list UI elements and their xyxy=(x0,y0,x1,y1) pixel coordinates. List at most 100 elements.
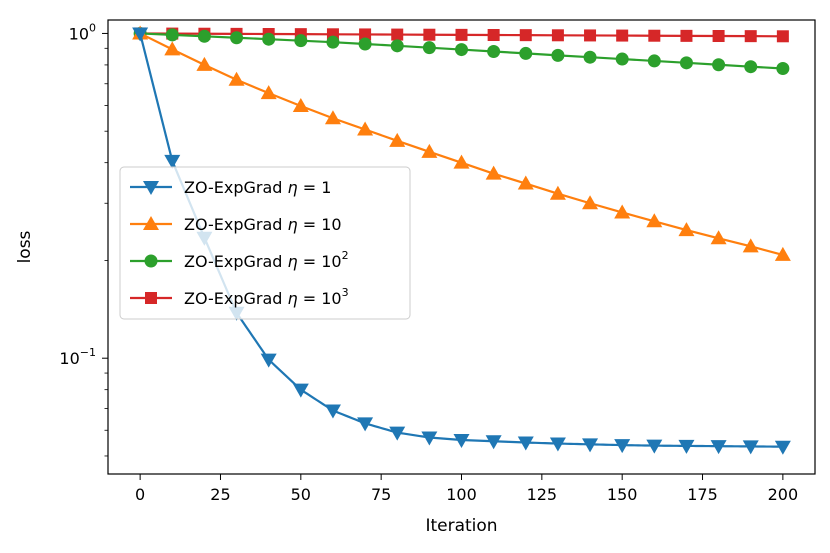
data-point xyxy=(744,30,757,43)
x-tick-label: 175 xyxy=(687,485,718,504)
data-point xyxy=(485,165,502,180)
data-point xyxy=(584,29,597,42)
data-point xyxy=(390,39,404,53)
legend-box xyxy=(119,166,411,320)
x-tick-label: 150 xyxy=(607,485,638,504)
data-point xyxy=(294,34,308,48)
x-axis-label: Iteration xyxy=(425,516,497,536)
data-point xyxy=(582,195,599,210)
data-point xyxy=(776,61,790,75)
series-2 xyxy=(133,26,790,75)
y-axis-label: loss xyxy=(15,230,35,263)
data-point xyxy=(614,204,631,219)
data-point xyxy=(742,440,759,455)
data-point xyxy=(582,438,599,453)
x-tick-label: 125 xyxy=(527,485,558,504)
series-1 xyxy=(132,25,791,261)
data-point xyxy=(678,222,695,237)
data-point xyxy=(646,213,663,228)
legend-label: ZO-ExpGrad η = 1 xyxy=(184,178,331,197)
data-point xyxy=(421,143,438,158)
legend-label: ZO-ExpGrad η = 102 xyxy=(184,249,349,271)
data-point xyxy=(357,417,374,432)
data-point xyxy=(422,41,436,55)
data-point xyxy=(197,29,211,43)
data-point xyxy=(260,85,277,100)
data-point xyxy=(647,54,661,68)
data-point xyxy=(326,28,339,41)
data-point xyxy=(517,436,534,451)
series-layer xyxy=(132,25,791,455)
data-point xyxy=(710,440,727,455)
data-point xyxy=(292,383,309,398)
x-tick-label: 75 xyxy=(371,485,391,504)
data-point xyxy=(357,121,374,136)
data-point xyxy=(549,437,566,452)
data-point xyxy=(616,29,629,42)
data-point xyxy=(774,440,791,455)
data-point xyxy=(230,31,244,45)
y-axis: 100 10−1 xyxy=(59,21,108,457)
data-point xyxy=(326,35,340,49)
legend-entry: ZO-ExpGrad η = 1 xyxy=(130,178,331,197)
data-point xyxy=(455,43,468,57)
data-point xyxy=(646,439,663,454)
data-point xyxy=(742,238,759,253)
legend-entry: ZO-ExpGrad η = 102 xyxy=(130,249,349,271)
y-tick-label: 10−1 xyxy=(59,346,96,368)
data-point xyxy=(358,37,372,51)
data-point xyxy=(485,435,502,450)
data-point xyxy=(165,28,179,42)
legend-entry: ZO-ExpGrad η = 10 xyxy=(130,215,342,234)
legend-label: ZO-ExpGrad η = 10 xyxy=(184,215,342,234)
data-point xyxy=(744,60,758,74)
data-point xyxy=(196,56,213,71)
data-point xyxy=(517,175,534,190)
data-point xyxy=(164,41,181,56)
x-tick-label: 25 xyxy=(210,485,230,504)
data-point xyxy=(292,97,309,112)
data-point xyxy=(551,48,565,62)
data-point xyxy=(774,246,791,261)
legend-marker xyxy=(143,181,159,195)
data-point xyxy=(519,46,533,60)
data-point xyxy=(583,50,597,64)
data-point xyxy=(389,426,406,441)
x-axis: 0 25 50 75 100 125 150 175 200 xyxy=(135,474,798,504)
x-tick-label: 50 xyxy=(291,485,311,504)
data-point xyxy=(615,52,629,66)
x-tick-label: 0 xyxy=(135,485,145,504)
x-tick-label: 200 xyxy=(768,485,799,504)
data-point xyxy=(391,28,404,41)
data-point xyxy=(324,110,341,125)
legend-entry: ZO-ExpGrad η = 103 xyxy=(130,286,349,308)
series-0 xyxy=(132,27,791,455)
data-point xyxy=(549,185,566,200)
data-point xyxy=(260,353,277,368)
y-tick-label: 100 xyxy=(69,21,96,43)
data-point xyxy=(453,433,470,448)
data-point xyxy=(359,28,372,41)
data-point xyxy=(389,132,406,147)
data-point xyxy=(710,230,727,245)
data-point xyxy=(324,404,341,419)
legend-label: ZO-ExpGrad η = 103 xyxy=(184,286,349,308)
data-point xyxy=(423,28,436,41)
legend-marker xyxy=(144,254,158,268)
data-point xyxy=(648,29,661,42)
data-point xyxy=(679,56,693,70)
data-point xyxy=(680,29,693,42)
legend-marker xyxy=(143,216,159,230)
data-point xyxy=(678,439,695,454)
data-point xyxy=(228,71,245,86)
data-point xyxy=(455,28,468,41)
data-point xyxy=(421,431,438,446)
data-point xyxy=(712,30,725,43)
data-point xyxy=(164,154,181,169)
data-point xyxy=(776,30,789,43)
legend: ZO-ExpGrad η = 1 ZO-ExpGrad η = 10 ZO-ExpG… xyxy=(119,166,411,320)
data-point xyxy=(614,439,631,454)
data-point xyxy=(712,58,726,72)
data-point xyxy=(487,29,500,42)
